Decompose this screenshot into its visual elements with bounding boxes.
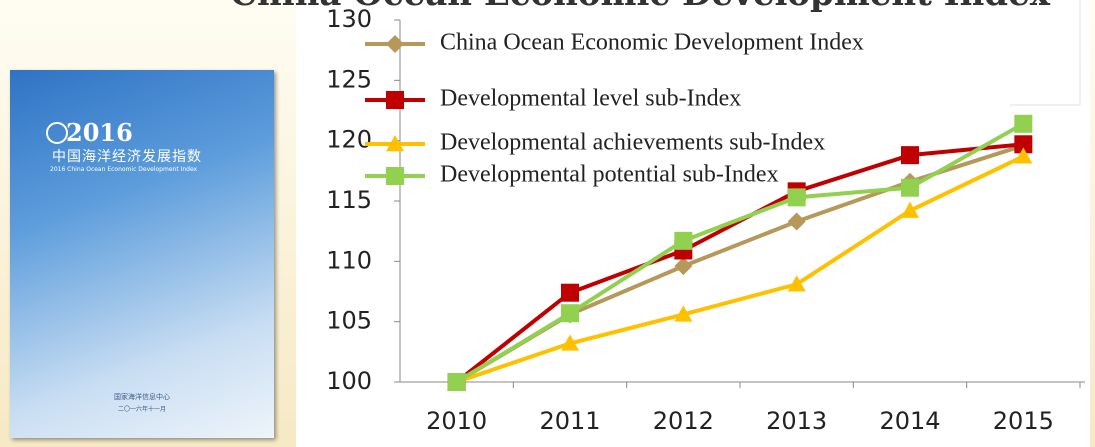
legend-background [430,24,1000,62]
book-cover: 2016 中国海洋经济发展指数 2016 China Ocean Economi… [10,70,274,438]
data-point [787,275,806,292]
data-point [901,178,919,197]
series-line [456,154,1025,384]
series-line [455,122,1025,384]
data-point [1014,135,1033,154]
x-tick-label: 2011 [539,407,600,435]
cover-title: 中国海洋经济发展指数 [52,149,202,165]
data-point [787,188,806,207]
legend-marker [386,35,404,53]
legend-marker [386,167,404,185]
cover-date: 二〇一六年十一月 [117,406,166,413]
data-point [674,231,693,250]
cover-year: 2016 [66,118,133,147]
chart-background [296,0,1090,447]
y-tick-label: 130 [326,5,372,33]
x-tick-label: 2010 [426,407,487,435]
legend-background [430,80,1000,118]
data-point [901,201,919,218]
legend-label: Developmental achievements sub-Index [440,130,825,156]
x-tick-label: 2012 [653,407,714,435]
data-point [1014,147,1033,164]
data-point [787,212,806,231]
data-point [561,334,579,351]
legend-marker [386,91,404,109]
y-tick-label: 115 [326,186,372,214]
data-point [1014,114,1033,133]
cover-org: 国家海洋信息中心 [114,393,170,401]
y-tick-label: 125 [326,65,372,93]
data-point [561,283,579,302]
x-tick-label: 2015 [993,407,1054,435]
y-tick-label: 120 [326,126,372,154]
legend-label: China Ocean Economic Development Index [440,30,864,56]
x-tick-label: 2013 [766,407,827,435]
legend-label: Developmental level sub-Index [440,86,741,112]
x-tick-label: 2014 [879,407,940,435]
data-point [674,257,693,276]
cover-subtitle: 2016 China Ocean Economic Development In… [50,166,198,173]
y-tick-label: 100 [326,367,372,395]
legend-label: Developmental potential sub-Index [440,162,779,188]
data-point [561,304,579,323]
y-tick-label: 105 [326,307,372,335]
logo [46,122,68,144]
data-point [901,146,919,165]
data-point [447,373,466,391]
legend-marker [386,135,404,152]
y-tick-label: 110 [326,246,372,274]
data-point [674,305,693,322]
chart-title: China Ocean Economic Development Index [230,0,1051,14]
